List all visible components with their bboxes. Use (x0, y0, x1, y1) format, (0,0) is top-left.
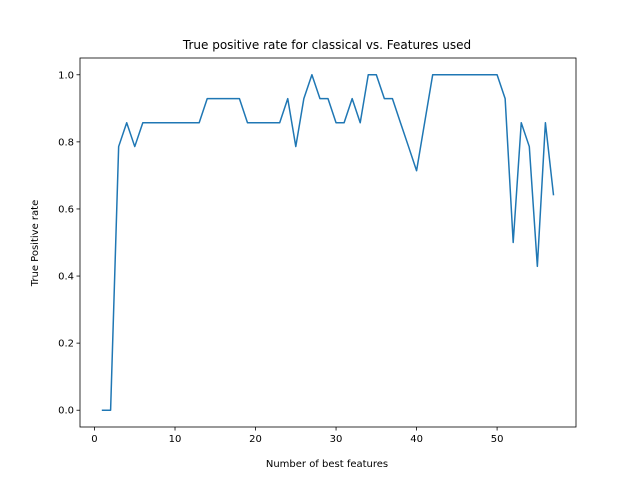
y-tick-label: 0.6 (58, 204, 74, 215)
x-tick-label: 50 (491, 434, 504, 445)
x-tick-label: 20 (249, 434, 262, 445)
x-axis-label: Number of best features (266, 459, 388, 470)
plot-frame (79, 57, 577, 428)
y-tick-label: 0.2 (58, 339, 74, 350)
x-tick-label: 40 (410, 434, 423, 445)
y-axis-label: True Positive rate (30, 200, 41, 287)
y-tick-label: 0.0 (58, 406, 74, 417)
y-tick-label: 0.8 (58, 137, 74, 148)
y-axis: 0.0 0.2 0.4 0.6 0.8 1.0 (58, 70, 80, 417)
chart-title: True positive rate for classical vs. Fea… (182, 38, 471, 52)
x-axis: 0 10 20 30 40 50 (91, 427, 503, 445)
series-layer (101, 74, 555, 411)
x-tick-label: 0 (91, 434, 97, 445)
y-tick-label: 0.4 (58, 272, 74, 283)
x-tick-label: 10 (169, 434, 182, 445)
series-line (101, 74, 555, 411)
y-tick-label: 1.0 (58, 70, 74, 81)
x-tick-label: 30 (330, 434, 343, 445)
